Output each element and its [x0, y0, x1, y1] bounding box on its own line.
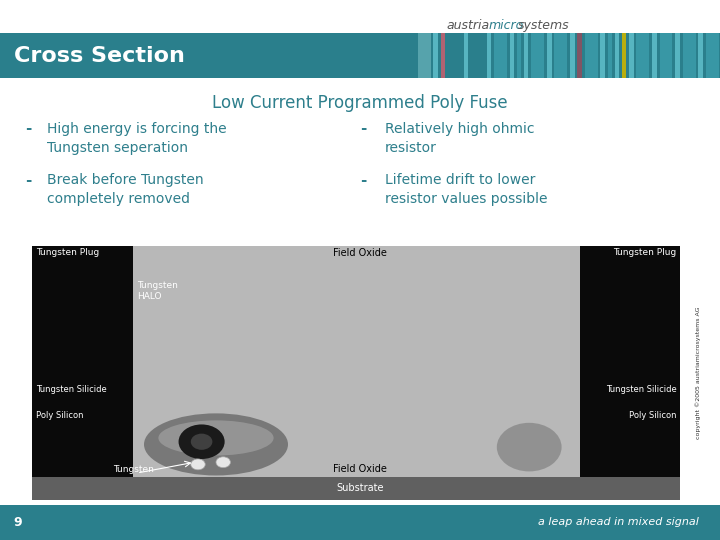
Bar — [418, 33, 431, 78]
Bar — [683, 33, 696, 78]
Bar — [636, 33, 649, 78]
Text: -: - — [25, 122, 32, 137]
Text: copyright ©2005 austriamicrosystems AG: copyright ©2005 austriamicrosystems AG — [696, 306, 701, 439]
Text: systems: systems — [518, 19, 570, 32]
Ellipse shape — [144, 414, 288, 475]
Text: Tungsten Silicide: Tungsten Silicide — [606, 386, 677, 394]
Ellipse shape — [158, 420, 274, 456]
Text: austria: austria — [446, 19, 490, 32]
Bar — [471, 33, 484, 78]
Text: -: - — [360, 173, 366, 188]
Bar — [652, 33, 657, 78]
Text: Field Oxide: Field Oxide — [333, 464, 387, 474]
Bar — [660, 33, 672, 78]
Text: Lifetime drift to lower
resistor values possible: Lifetime drift to lower resistor values … — [385, 173, 548, 206]
Bar — [577, 33, 582, 78]
Bar — [517, 33, 521, 78]
Bar — [570, 33, 575, 78]
Bar — [441, 33, 445, 78]
Text: Substrate: Substrate — [336, 483, 384, 493]
Bar — [547, 33, 552, 78]
Text: Tungsten Plug: Tungsten Plug — [613, 248, 677, 258]
Bar — [531, 33, 544, 78]
Text: Tungsten
HALO: Tungsten HALO — [137, 281, 178, 301]
Bar — [608, 33, 612, 78]
Bar — [629, 33, 634, 78]
Circle shape — [191, 434, 212, 450]
Text: Relatively high ohmic
resistor: Relatively high ohmic resistor — [385, 122, 535, 155]
Text: Poly Silicon: Poly Silicon — [629, 411, 677, 420]
Text: Poly Silicon: Poly Silicon — [36, 411, 84, 420]
Circle shape — [179, 424, 225, 459]
Text: -: - — [25, 173, 32, 188]
Bar — [524, 33, 528, 78]
Text: micro: micro — [489, 19, 524, 32]
Bar — [698, 33, 703, 78]
Bar — [580, 246, 680, 477]
Text: Tungsten Plug: Tungsten Plug — [36, 248, 99, 258]
Text: High energy is forcing the
Tungsten seperation: High energy is forcing the Tungsten sepe… — [47, 122, 226, 155]
Bar — [585, 33, 598, 78]
Bar — [494, 33, 507, 78]
Text: Field Oxide: Field Oxide — [333, 248, 387, 259]
Bar — [554, 33, 567, 78]
Bar — [487, 33, 491, 78]
Bar — [464, 33, 468, 78]
Text: Cross Section: Cross Section — [14, 46, 185, 66]
Bar — [615, 33, 619, 78]
Bar — [600, 33, 605, 78]
Bar — [448, 33, 461, 78]
Bar — [706, 33, 719, 78]
Bar — [675, 33, 680, 78]
Bar — [510, 33, 514, 78]
Bar — [32, 246, 133, 477]
Text: a leap ahead in mixed signal: a leap ahead in mixed signal — [538, 517, 698, 528]
Bar — [32, 477, 680, 500]
Text: -: - — [360, 122, 366, 137]
Bar — [133, 246, 580, 477]
Circle shape — [216, 457, 230, 468]
Circle shape — [191, 459, 205, 470]
Text: Break before Tungsten
completely removed: Break before Tungsten completely removed — [47, 173, 204, 206]
Text: Tungsten: Tungsten — [113, 465, 153, 474]
Text: Low Current Programmed Poly Fuse: Low Current Programmed Poly Fuse — [212, 94, 508, 112]
Bar — [622, 33, 626, 78]
Text: 9: 9 — [13, 516, 22, 529]
Bar — [32, 246, 680, 500]
Bar — [433, 33, 438, 78]
Bar — [0, 505, 720, 540]
Bar — [0, 33, 720, 78]
Ellipse shape — [497, 423, 562, 471]
Text: Tungsten Silicide: Tungsten Silicide — [36, 386, 107, 394]
